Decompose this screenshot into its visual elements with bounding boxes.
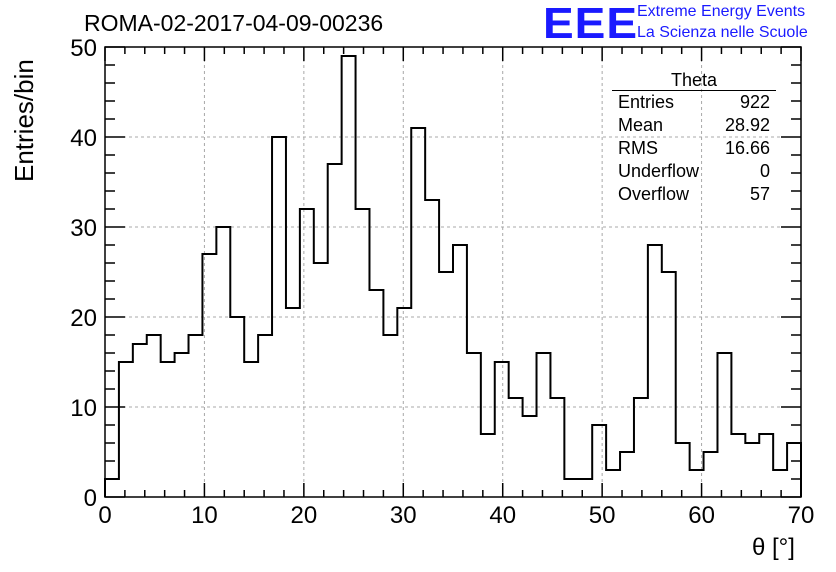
x-tick-label: 70 (788, 502, 815, 529)
stats-value: 0 (759, 161, 770, 181)
stats-value: 28.92 (724, 115, 770, 135)
stats-label: Entries (618, 92, 675, 112)
y-tick-label: 10 (70, 395, 97, 422)
stats-label: Underflow (618, 161, 700, 181)
axis-ticks (104, 46, 802, 498)
stats-label: Mean (618, 115, 664, 135)
eee-logo: EEE (543, 0, 639, 48)
logo-subtitle-line2: La Scienza nelle Scuole (637, 24, 808, 41)
y-tick-label: 50 (70, 35, 97, 62)
x-axis-label: θ [°] (752, 534, 795, 561)
x-tick-label: 50 (589, 502, 616, 529)
x-tick-label: 30 (390, 502, 417, 529)
histogram-outline (104, 55, 802, 497)
stats-row-rms: RMS 16.66 (612, 137, 776, 160)
y-tick-label: 30 (70, 215, 97, 242)
grid-lines (105, 47, 801, 497)
stats-value: 922 (739, 92, 770, 112)
stats-value: 16.66 (724, 138, 770, 158)
stats-box: Theta Entries 922 Mean 28.92 RMS 16.66 U… (612, 70, 776, 206)
x-tick-label: 60 (688, 502, 715, 529)
stats-row-entries: Entries 922 (612, 91, 776, 114)
y-tick-label: 20 (70, 305, 97, 332)
stats-row-underflow: Underflow 0 (612, 160, 776, 183)
x-tick-label: 10 (191, 502, 218, 529)
stats-label: Overflow (618, 184, 690, 204)
x-tick-label: 40 (489, 502, 516, 529)
x-tick-label: 20 (291, 502, 318, 529)
axis-tick-labels: 0 10 20 30 40 50 60 70 0 10 20 30 40 50 (70, 35, 814, 529)
stats-title: Theta (612, 70, 776, 91)
stats-row-overflow: Overflow 57 (612, 183, 776, 206)
y-tick-label: 0 (84, 485, 97, 512)
stats-value: 57 (749, 184, 770, 204)
plot-frame (104, 46, 802, 498)
logo-subtitle-line1: Extreme Energy Events (637, 3, 806, 20)
stats-label: RMS (618, 138, 658, 158)
y-axis-label: Entries/bin (9, 59, 39, 182)
y-tick-label: 40 (70, 125, 97, 152)
run-title: ROMA-02-2017-04-09-00236 (84, 10, 384, 36)
stats-row-mean: Mean 28.92 (612, 114, 776, 137)
x-tick-label: 0 (98, 502, 111, 529)
